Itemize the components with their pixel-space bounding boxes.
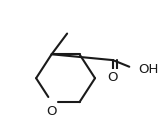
Text: O: O bbox=[46, 105, 57, 118]
Text: OH: OH bbox=[138, 63, 159, 76]
Text: O: O bbox=[108, 71, 118, 83]
